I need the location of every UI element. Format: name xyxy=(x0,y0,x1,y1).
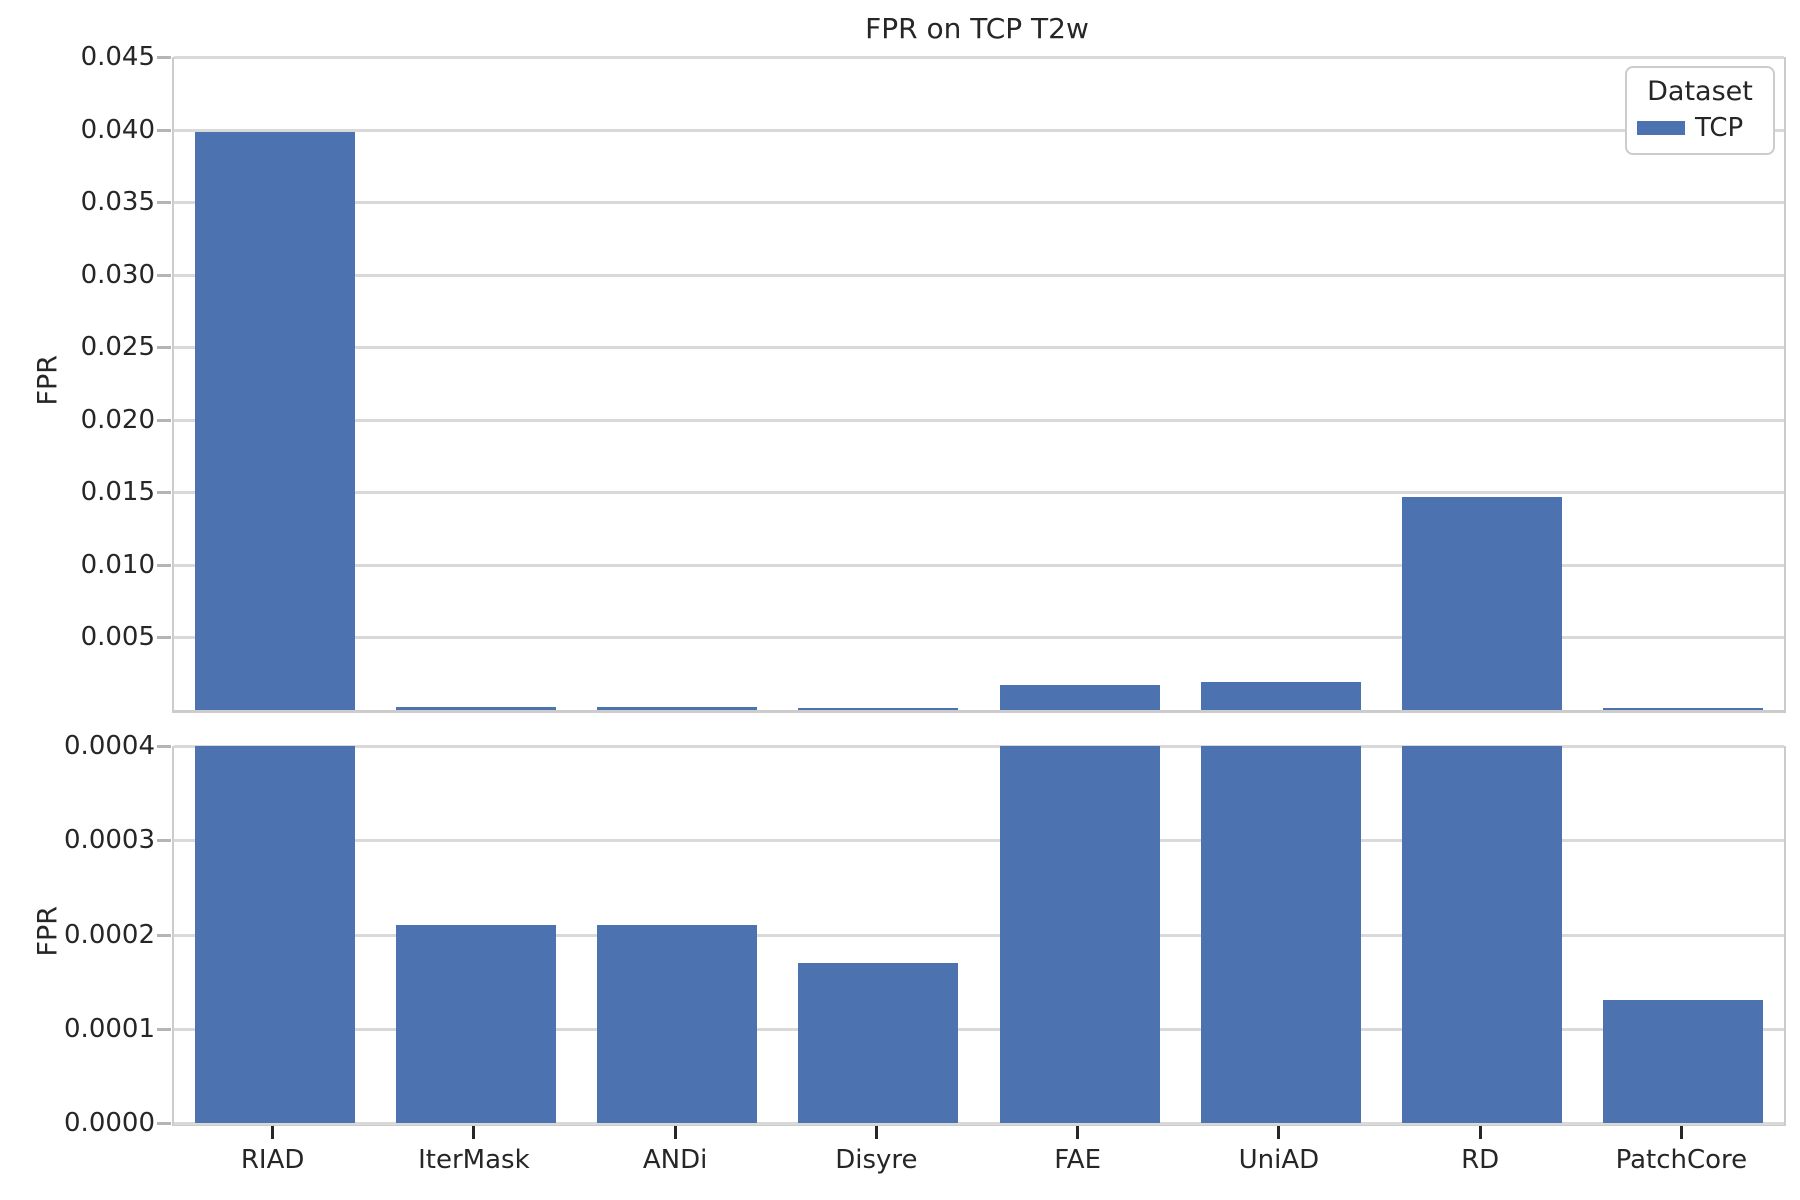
gridline xyxy=(174,56,1784,59)
gridline xyxy=(174,1027,1784,1031)
y-tick-label: 0.0004 xyxy=(64,731,155,761)
bar-disyre xyxy=(798,707,959,710)
x-tick-label-andi: ANDi xyxy=(642,1145,708,1175)
y-tick-label: 0.005 xyxy=(80,622,155,653)
x-tick-mark xyxy=(1679,1126,1683,1139)
gridline xyxy=(174,839,1784,843)
gridline xyxy=(174,201,1784,205)
x-tick-mark xyxy=(1076,1126,1080,1139)
y-axis-label: FPR xyxy=(32,905,64,956)
x-tick-label-rd: RD xyxy=(1461,1145,1500,1175)
bar-andi xyxy=(597,706,758,710)
y-tick-mark xyxy=(157,839,171,843)
y-tick-label: 0.015 xyxy=(80,477,155,508)
gridline xyxy=(174,418,1784,422)
gridline xyxy=(174,563,1784,567)
y-tick-label: 0.010 xyxy=(80,549,155,580)
bar-riad xyxy=(194,132,355,710)
gridline xyxy=(174,636,1784,640)
x-tick-label-patchcore: PatchCore xyxy=(1615,1145,1748,1175)
bar-fae xyxy=(999,746,1160,1123)
y-tick-label: 0.0001 xyxy=(64,1013,155,1044)
bar-andi xyxy=(597,925,758,1123)
y-tick-label: 0.0000 xyxy=(64,1108,155,1138)
legend-swatch-icon xyxy=(1637,121,1685,135)
x-tick-label-uniad: UniAD xyxy=(1238,1145,1320,1175)
gridline xyxy=(174,1122,1784,1125)
y-tick-label: 0.030 xyxy=(80,259,155,290)
y-tick-mark xyxy=(157,933,171,937)
x-tick-mark xyxy=(1478,1126,1482,1139)
y-tick-mark xyxy=(157,1122,171,1125)
gridline xyxy=(174,346,1784,350)
bar-rd xyxy=(1402,746,1563,1123)
bar-uniad xyxy=(1200,682,1361,710)
bar-itermask xyxy=(395,925,556,1123)
bar-patchcore xyxy=(1603,708,1764,710)
x-tick-label-itermask: IterMask xyxy=(418,1145,530,1175)
y-tick-label: 0.025 xyxy=(80,332,155,363)
y-tick-mark xyxy=(157,563,171,567)
legend-entry-label: TCP xyxy=(1695,113,1744,143)
x-tick-mark xyxy=(874,1126,878,1139)
x-tick-label-fae: FAE xyxy=(1054,1145,1102,1175)
y-tick-label: 0.035 xyxy=(80,187,155,218)
y-tick-mark xyxy=(157,201,171,205)
bar-fae xyxy=(999,685,1160,710)
x-tick-mark xyxy=(472,1126,476,1139)
x-tick-mark xyxy=(271,1126,275,1139)
y-tick-mark xyxy=(157,491,171,495)
y-tick-mark xyxy=(157,128,171,132)
legend-title: Dataset xyxy=(1647,76,1753,107)
y-tick-label: 0.0003 xyxy=(64,825,155,856)
legend: Dataset TCP xyxy=(1625,66,1775,155)
axes-panel-top xyxy=(172,56,1786,713)
x-tick-mark xyxy=(673,1126,677,1139)
y-tick-mark xyxy=(157,636,171,640)
gridline xyxy=(174,933,1784,937)
y-tick-mark xyxy=(157,745,171,748)
y-tick-mark xyxy=(157,346,171,350)
y-tick-label: 0.040 xyxy=(80,114,155,145)
y-tick-mark xyxy=(157,418,171,422)
gridline xyxy=(174,745,1784,748)
bar-patchcore xyxy=(1603,1000,1764,1123)
bar-riad xyxy=(194,746,355,1123)
y-tick-label: 0.045 xyxy=(80,42,155,72)
bar-rd xyxy=(1402,496,1563,710)
bar-disyre xyxy=(798,962,959,1123)
gridline xyxy=(174,128,1784,132)
y-tick-mark xyxy=(157,273,171,277)
gridline xyxy=(174,491,1784,495)
axes-panel-bottom xyxy=(172,745,1786,1126)
bar-uniad xyxy=(1200,746,1361,1123)
x-tick-mark xyxy=(1277,1126,1281,1139)
y-tick-label: 0.020 xyxy=(80,404,155,435)
gridline xyxy=(174,273,1784,277)
y-tick-mark xyxy=(157,56,171,59)
bar-itermask xyxy=(395,706,556,710)
x-tick-label-disyre: Disyre xyxy=(835,1145,918,1175)
y-axis-label: FPR xyxy=(32,354,64,405)
x-tick-label-riad: RIAD xyxy=(240,1145,305,1175)
y-tick-mark xyxy=(157,1027,171,1031)
legend-entry: TCP xyxy=(1637,113,1763,143)
chart-title: FPR on TCP T2w xyxy=(865,12,1089,45)
y-tick-label: 0.0002 xyxy=(64,919,155,950)
